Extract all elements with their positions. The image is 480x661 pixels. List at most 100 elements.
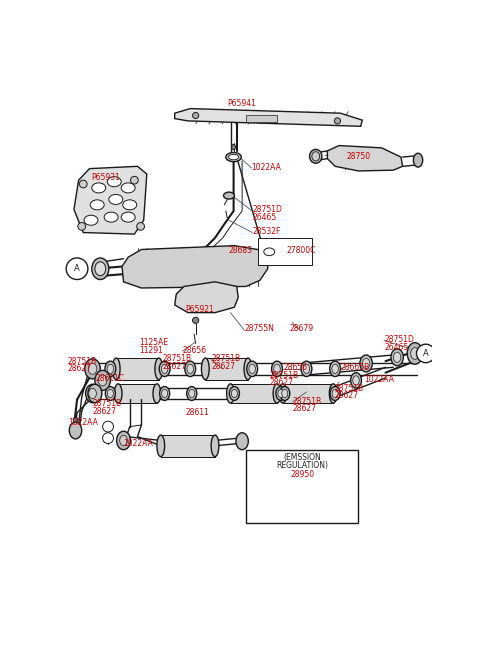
Ellipse shape [117, 431, 131, 449]
Text: 1022AA: 1022AA [123, 439, 154, 448]
Ellipse shape [226, 153, 241, 162]
Text: 28611C: 28611C [96, 374, 125, 383]
Ellipse shape [95, 262, 106, 276]
Ellipse shape [227, 384, 234, 403]
Ellipse shape [121, 212, 135, 222]
Ellipse shape [268, 490, 276, 513]
Text: P65921: P65921 [186, 305, 214, 314]
Ellipse shape [274, 364, 280, 373]
Polygon shape [327, 145, 403, 171]
Text: 1125AE: 1125AE [139, 338, 168, 347]
Ellipse shape [360, 355, 372, 372]
Ellipse shape [85, 384, 99, 403]
Text: 28750: 28750 [347, 152, 371, 161]
Ellipse shape [411, 348, 419, 360]
Text: (EMSSION: (EMSSION [284, 453, 322, 462]
Ellipse shape [114, 384, 122, 403]
Circle shape [192, 317, 199, 323]
Ellipse shape [159, 361, 170, 377]
Polygon shape [175, 282, 238, 313]
Ellipse shape [350, 373, 361, 388]
Circle shape [73, 417, 78, 422]
Ellipse shape [159, 387, 169, 401]
Ellipse shape [330, 361, 340, 377]
Bar [272, 490, 334, 513]
Ellipse shape [332, 389, 338, 398]
Text: 28627: 28627 [269, 378, 293, 387]
Text: A: A [423, 349, 429, 358]
Ellipse shape [107, 176, 121, 187]
Ellipse shape [330, 387, 340, 401]
Bar [230, 384, 277, 403]
Ellipse shape [108, 389, 113, 398]
Ellipse shape [244, 358, 252, 379]
Ellipse shape [92, 258, 109, 280]
Ellipse shape [104, 212, 118, 222]
Text: 28755N: 28755N [244, 325, 275, 333]
Ellipse shape [85, 359, 100, 379]
Text: 28627: 28627 [335, 391, 359, 401]
Bar [116, 358, 159, 379]
Ellipse shape [162, 389, 168, 398]
Ellipse shape [362, 358, 370, 369]
Ellipse shape [282, 389, 288, 398]
Ellipse shape [247, 361, 258, 377]
Ellipse shape [123, 200, 137, 210]
Text: 27800C: 27800C [286, 246, 316, 254]
Ellipse shape [272, 361, 282, 377]
Ellipse shape [394, 352, 401, 362]
Ellipse shape [303, 364, 310, 373]
Ellipse shape [105, 361, 116, 377]
Ellipse shape [185, 361, 196, 377]
Ellipse shape [329, 384, 337, 403]
Ellipse shape [312, 152, 320, 161]
Ellipse shape [228, 155, 239, 160]
Text: A: A [74, 264, 80, 273]
Ellipse shape [155, 358, 163, 379]
Ellipse shape [84, 215, 98, 225]
Circle shape [417, 344, 435, 363]
Text: 28751B: 28751B [162, 354, 192, 364]
Text: 28627: 28627 [68, 364, 92, 373]
Ellipse shape [161, 364, 168, 373]
Text: 28751B: 28751B [211, 354, 240, 364]
Text: P65941: P65941 [228, 98, 257, 108]
Circle shape [66, 258, 88, 280]
Ellipse shape [332, 364, 338, 373]
Ellipse shape [89, 389, 96, 399]
Ellipse shape [157, 435, 165, 457]
Circle shape [103, 421, 113, 432]
Ellipse shape [109, 194, 123, 204]
Bar [258, 238, 312, 265]
Ellipse shape [112, 358, 120, 379]
Ellipse shape [301, 361, 312, 377]
Circle shape [79, 180, 87, 188]
Circle shape [137, 223, 144, 230]
Text: 28751B: 28751B [269, 371, 299, 379]
Text: 28751B: 28751B [292, 397, 322, 406]
Bar [246, 449, 359, 523]
Ellipse shape [353, 375, 360, 385]
Ellipse shape [249, 364, 255, 373]
Ellipse shape [88, 364, 97, 374]
Ellipse shape [202, 358, 209, 379]
Text: 28665B: 28665B [340, 363, 370, 371]
Text: 1022AA: 1022AA [252, 163, 281, 173]
Ellipse shape [120, 436, 127, 446]
Ellipse shape [232, 144, 236, 150]
Ellipse shape [90, 200, 104, 210]
Circle shape [335, 118, 340, 124]
Text: 28679: 28679 [289, 325, 313, 333]
Text: 28751B: 28751B [68, 357, 97, 366]
Ellipse shape [69, 422, 82, 439]
Text: 26465: 26465 [385, 343, 409, 352]
Text: 28950: 28950 [290, 470, 314, 479]
Ellipse shape [211, 435, 219, 457]
Text: 28683: 28683 [228, 246, 252, 254]
Ellipse shape [107, 364, 114, 373]
Ellipse shape [92, 183, 106, 193]
Ellipse shape [276, 387, 286, 401]
Text: 28751B: 28751B [335, 383, 363, 393]
Circle shape [78, 223, 85, 230]
Bar [283, 384, 333, 403]
